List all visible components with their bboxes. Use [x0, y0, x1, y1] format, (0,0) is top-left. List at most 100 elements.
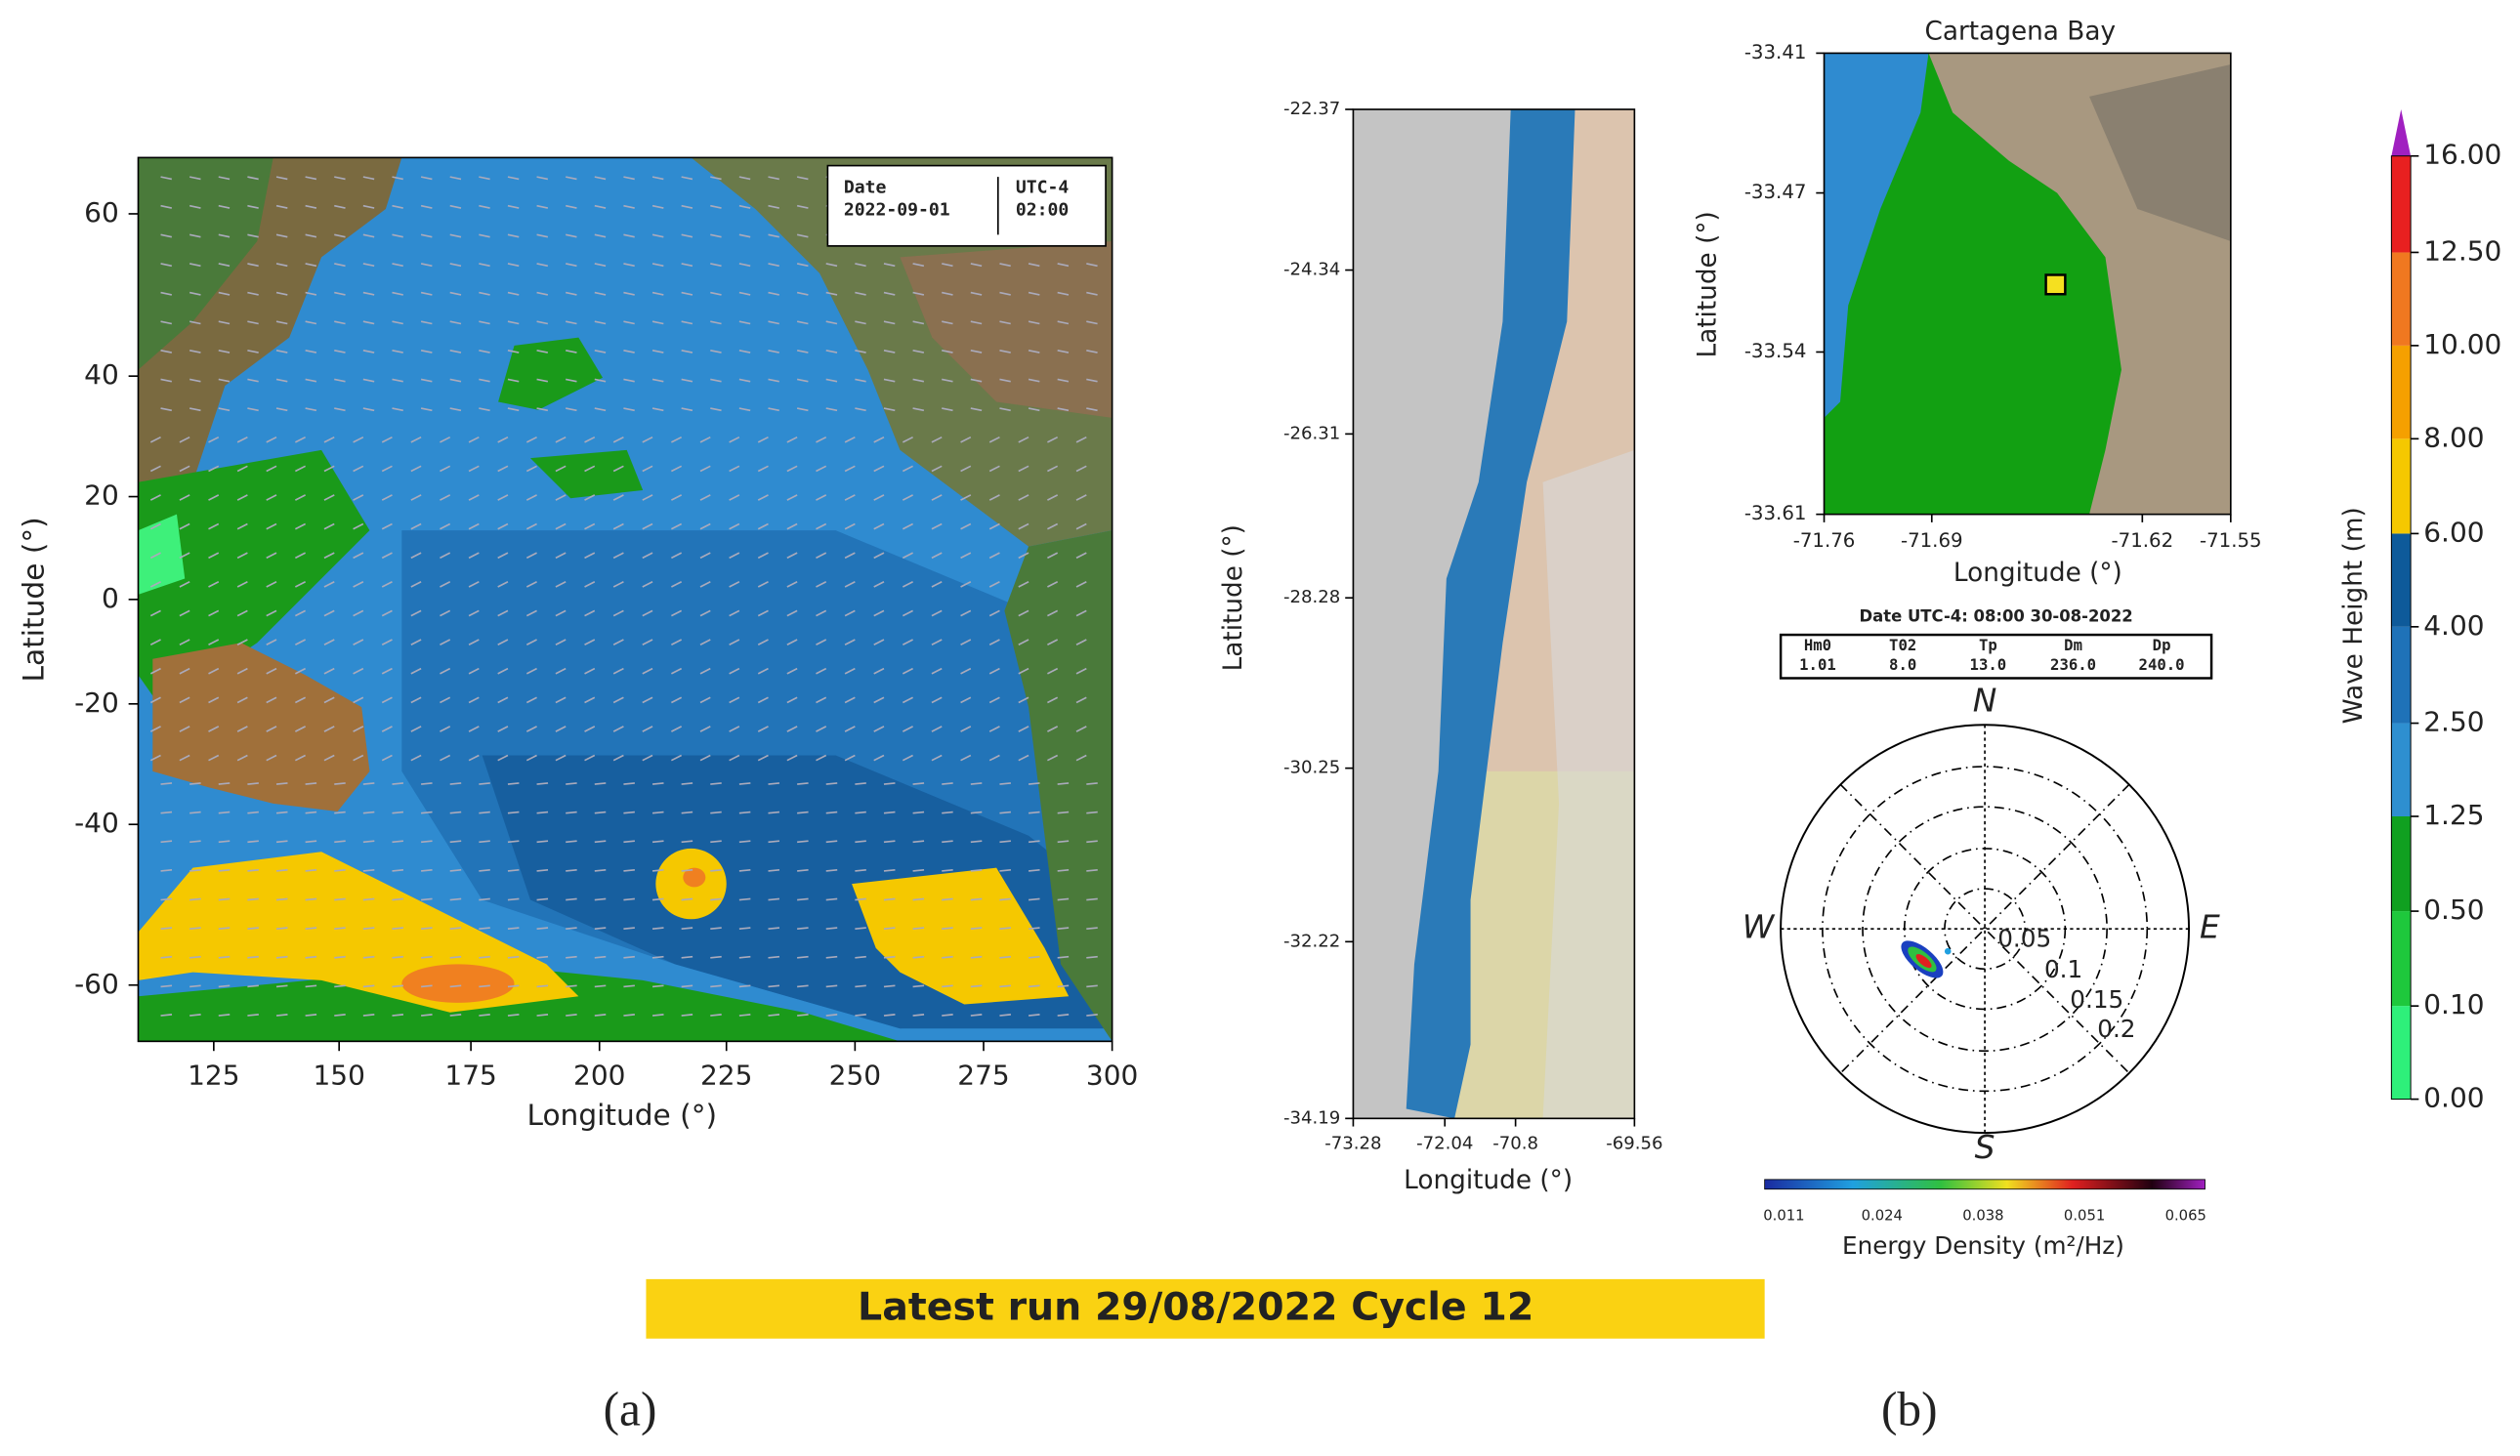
wind-arrow — [236, 754, 248, 762]
wind-arrow — [699, 522, 711, 530]
wind-arrow — [729, 494, 740, 501]
x-tick-label: -69.56 — [1606, 1134, 1662, 1154]
wind-arrow — [651, 350, 664, 354]
wind-arrow — [612, 754, 624, 762]
wind-arrow — [855, 1014, 866, 1017]
wind-arrow — [507, 984, 520, 988]
wind-arrow — [699, 726, 711, 732]
wind-arrow — [825, 291, 838, 296]
wind-arrow — [525, 522, 537, 530]
wind-arrow — [566, 263, 577, 268]
wind-arrow — [208, 609, 220, 617]
wind-arrow — [381, 494, 393, 501]
wind-arrow — [497, 726, 509, 732]
wind-arrow — [381, 465, 393, 473]
wind-arrow — [757, 465, 769, 473]
wind-arrow — [507, 378, 520, 383]
wind-arrow — [931, 754, 943, 762]
wind-arrow — [681, 897, 693, 901]
wind-arrow — [970, 984, 983, 988]
wind-arrow — [816, 465, 827, 473]
wind-arrow — [960, 754, 972, 762]
wind-arrow — [189, 378, 201, 383]
wind-arrow — [525, 754, 537, 762]
wind-arrow — [247, 811, 259, 814]
wind-arrow — [681, 263, 693, 268]
wind-arrow — [1075, 726, 1087, 732]
wind-arrow — [681, 320, 693, 325]
wind-arrow — [1057, 320, 1070, 325]
wind-arrow — [449, 955, 462, 959]
wind-arrow — [970, 320, 983, 325]
wind-arrow — [855, 927, 866, 930]
wind-arrow — [410, 667, 422, 675]
wind-arrow — [970, 378, 983, 383]
wind-arrow — [1028, 263, 1040, 268]
wind-arrow — [247, 955, 259, 959]
wind-arrow — [999, 927, 1011, 930]
x-tick-label: -72.04 — [1416, 1134, 1473, 1154]
wind-arrow — [536, 1014, 549, 1017]
wind-arrow — [362, 291, 375, 296]
x-tick-label: 200 — [573, 1060, 625, 1092]
wind-arrow — [1018, 667, 1029, 675]
wind-arrow — [970, 263, 983, 268]
wind-arrow — [729, 552, 740, 560]
wind-arrow — [816, 639, 827, 645]
wind-arrow — [449, 927, 462, 930]
wind-arrow — [160, 811, 173, 814]
wind-arrow — [738, 927, 751, 930]
wind-arrow — [594, 782, 607, 785]
wind-arrow — [1057, 291, 1070, 296]
wind-arrow — [468, 494, 480, 501]
wind-arrow — [738, 782, 751, 785]
wind-arrow — [883, 868, 896, 872]
wind-arrow — [536, 984, 549, 988]
wind-arrow — [421, 811, 433, 814]
wind-arrow — [651, 868, 664, 872]
colorbar-segment — [2391, 155, 2412, 253]
colorbar-tick-label: 0.024 — [1862, 1208, 1903, 1225]
wind-arrow — [710, 263, 722, 268]
wind-arrow — [353, 639, 364, 645]
wind-arrow — [651, 407, 664, 412]
wind-arrow — [566, 233, 577, 238]
wind-arrow — [536, 291, 549, 296]
wind-arrow — [449, 840, 462, 844]
wind-arrow — [623, 927, 635, 930]
wind-arrow — [536, 897, 549, 901]
wind-arrow — [612, 609, 624, 617]
wind-arrow — [786, 465, 798, 473]
wind-arrow — [468, 754, 480, 762]
wind-arrow — [449, 320, 462, 325]
wind-arrow — [844, 609, 856, 617]
wind-arrow — [1086, 320, 1098, 325]
wind-arrow — [960, 667, 972, 675]
wind-arrow — [208, 552, 220, 560]
colorbar-tick-label: 12.50 — [2423, 234, 2501, 267]
wind-arrow — [970, 868, 983, 872]
wind-arrow — [392, 984, 404, 988]
wind-arrow — [323, 726, 335, 732]
wind-arrow — [902, 726, 913, 732]
wind-arrow — [525, 552, 537, 560]
direction-label: E — [2200, 908, 2220, 946]
wind-arrow — [584, 581, 596, 588]
wind-arrow — [844, 639, 856, 645]
colorbar-tick-label: 0.051 — [2064, 1208, 2105, 1225]
wind-arrow — [479, 1014, 490, 1017]
y-axis-label: Latitude (°) — [18, 517, 51, 682]
wind-arrow — [584, 609, 596, 617]
wind-arrow — [305, 868, 317, 872]
wind-arrow — [566, 176, 577, 181]
wind-arrow — [420, 350, 433, 354]
wind-arrow — [497, 494, 509, 501]
wind-arrow — [566, 1014, 577, 1017]
wind-arrow — [507, 955, 520, 959]
wind-arrow — [642, 639, 653, 645]
wind-arrow — [816, 609, 827, 617]
wind-arrow — [1047, 639, 1059, 645]
wind-arrow — [507, 868, 520, 872]
wind-arrow — [362, 897, 375, 901]
